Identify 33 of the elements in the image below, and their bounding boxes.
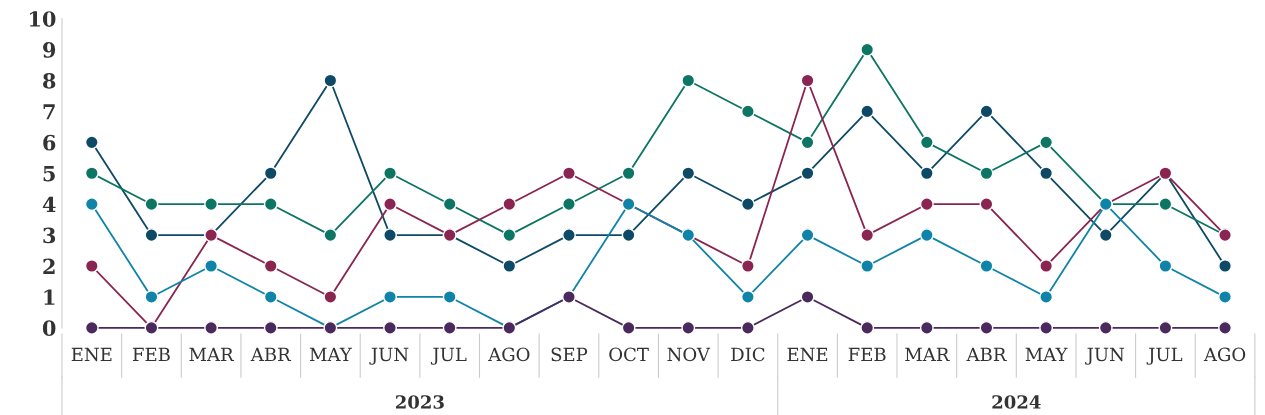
x-tick-label: ENE <box>787 347 828 362</box>
x-tick-label: AGO <box>488 347 530 362</box>
y-tick-label: 9 <box>43 42 56 58</box>
x-tick-label: FEB <box>132 347 170 362</box>
x-tick-label: FEB <box>848 347 886 362</box>
x-tick-label: NOV <box>667 347 711 362</box>
y-tick-label: 4 <box>42 196 56 213</box>
y-tick-label: 10 <box>29 11 56 27</box>
x-tick-label: MAR <box>905 347 950 362</box>
y-tick-label: 3 <box>43 227 56 244</box>
x-tick-label: SEP <box>551 347 588 362</box>
x-tick-label: JUN <box>369 347 409 365</box>
y-tick-label: 2 <box>43 258 55 274</box>
text: 2024 <box>992 395 1041 409</box>
x-tick-label: OCT <box>609 347 649 362</box>
y-tick-label: 0 <box>42 320 56 337</box>
x-tick-label: ABR <box>250 347 292 362</box>
y-tick-label: 7 <box>43 104 55 120</box>
x-tick-label: JUL <box>1146 347 1183 365</box>
x-tick-label: AGO <box>1203 347 1246 362</box>
x-tick-label: MAY <box>1025 347 1068 362</box>
x-tick-label: DIC <box>731 347 765 362</box>
y-tick-label: 8 <box>43 72 56 89</box>
x-tick-label: ENE <box>71 347 112 362</box>
x-tick-label: ABR <box>966 347 1007 362</box>
y-tick-label: 1 <box>44 289 55 305</box>
y-tick-label: 6 <box>43 134 56 151</box>
x-tick-label: JUL <box>430 347 467 365</box>
text: 2023 <box>395 395 444 409</box>
x-tick-label: MAR <box>189 347 235 362</box>
x-tick-label: MAY <box>309 347 352 362</box>
x-tick-label: JUN <box>1085 347 1125 365</box>
y-tick-label: 5 <box>43 165 55 182</box>
